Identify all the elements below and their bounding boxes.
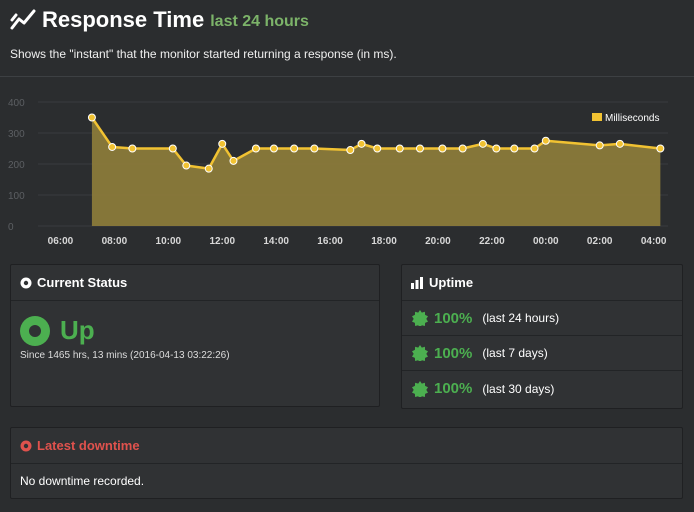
data-point xyxy=(541,136,550,145)
y-tick-label: 300 xyxy=(8,129,25,140)
data-point xyxy=(656,144,665,153)
y-tick-label: 0 xyxy=(8,222,14,233)
x-tick-label: 16:00 xyxy=(317,236,343,247)
data-point xyxy=(595,141,604,150)
x-tick-label: 14:00 xyxy=(263,236,289,247)
badge-check-icon xyxy=(412,345,428,361)
data-point xyxy=(218,139,227,148)
status-indicator: Up xyxy=(20,315,95,346)
page-header: Response Time last 24 hours xyxy=(10,6,309,34)
uptime-percent: 100% xyxy=(434,344,473,362)
data-point xyxy=(346,146,355,155)
data-point xyxy=(438,144,447,153)
data-point xyxy=(310,144,319,153)
downtime-circle-icon xyxy=(20,440,32,451)
data-point xyxy=(168,144,177,153)
data-point xyxy=(204,164,213,173)
y-tick-label: 200 xyxy=(8,160,25,171)
uptime-percent: 100% xyxy=(434,309,473,327)
status-value: Up xyxy=(60,315,95,345)
current-status-header: Current Status xyxy=(11,265,379,301)
uptime-row: 100% (last 24 hours) xyxy=(402,301,682,336)
response-time-chart: 0 100 200 300 400 06:00 08:00 10:00 12:00 14:00 16… xyxy=(8,98,668,247)
latest-downtime-header: Latest downtime xyxy=(11,428,682,464)
data-point xyxy=(251,144,260,153)
latest-downtime-message: No downtime recorded. xyxy=(20,474,145,488)
data-point xyxy=(182,161,191,170)
divider xyxy=(0,76,694,77)
page-title: Response Time xyxy=(42,7,205,32)
data-point xyxy=(415,144,424,153)
x-tick-label: 02:00 xyxy=(587,236,613,247)
latest-downtime-title: Latest downtime xyxy=(37,438,140,453)
x-tick-label: 08:00 xyxy=(102,236,128,247)
uptime-percent: 100% xyxy=(434,380,473,397)
uptime-period: (last 30 days) xyxy=(482,381,555,396)
x-tick-label: 04:00 xyxy=(641,236,667,247)
page-subtitle: last 24 hours xyxy=(210,13,309,30)
uptime-row: 100% (last 7 days) xyxy=(402,336,682,371)
uptime-period: (last 7 days) xyxy=(482,346,548,360)
x-tick-label: 12:00 xyxy=(209,236,235,247)
data-point xyxy=(290,144,299,153)
badge-check-icon xyxy=(412,380,428,397)
x-tick-label: 06:00 xyxy=(48,236,74,247)
status-since: Since 1465 hrs, 13 mins (2016-04-13 03:2… xyxy=(20,350,230,361)
uptime-row: 100% (last 30 days) xyxy=(402,371,682,406)
data-point xyxy=(87,113,96,122)
badge-check-icon xyxy=(412,310,428,326)
data-point xyxy=(357,139,366,148)
page-description: Shows the "instant" that the monitor sta… xyxy=(10,47,397,61)
x-tick-label: 18:00 xyxy=(371,236,397,247)
data-point xyxy=(530,144,539,153)
bar-chart-icon xyxy=(411,276,423,289)
data-point xyxy=(108,142,117,151)
latest-downtime-panel: Latest downtime No downtime recorded. xyxy=(10,427,683,499)
data-point xyxy=(373,144,382,153)
y-tick-label: 100 xyxy=(8,191,25,202)
status-dot-icon xyxy=(20,315,50,346)
data-point xyxy=(395,144,404,153)
data-point xyxy=(269,144,278,153)
y-tick-label: 400 xyxy=(8,98,25,109)
x-tick-label: 00:00 xyxy=(533,236,559,247)
data-point xyxy=(478,139,487,148)
current-status-panel: Current Status Up Since 1465 hrs, 13 min… xyxy=(10,264,380,407)
legend-swatch xyxy=(592,113,602,121)
data-point xyxy=(492,144,501,153)
x-tick-label: 10:00 xyxy=(156,236,182,247)
data-point xyxy=(458,144,467,153)
data-point xyxy=(229,156,238,165)
x-tick-label: 20:00 xyxy=(425,236,451,247)
data-point xyxy=(510,144,519,153)
series-area xyxy=(91,117,661,226)
x-tick-label: 22:00 xyxy=(479,236,505,247)
data-point xyxy=(128,144,137,153)
uptime-title: Uptime xyxy=(429,275,474,290)
line-chart-icon xyxy=(10,9,36,30)
legend-label: Milliseconds xyxy=(605,113,659,124)
status-circle-icon xyxy=(20,277,32,288)
uptime-period: (last 24 hours) xyxy=(482,311,560,325)
data-point xyxy=(615,139,624,148)
uptime-header: Uptime xyxy=(402,265,682,301)
uptime-panel: Uptime 100% (last 24 hours) 100% (last 7 da… xyxy=(401,264,683,409)
current-status-title: Current Status xyxy=(37,275,128,290)
